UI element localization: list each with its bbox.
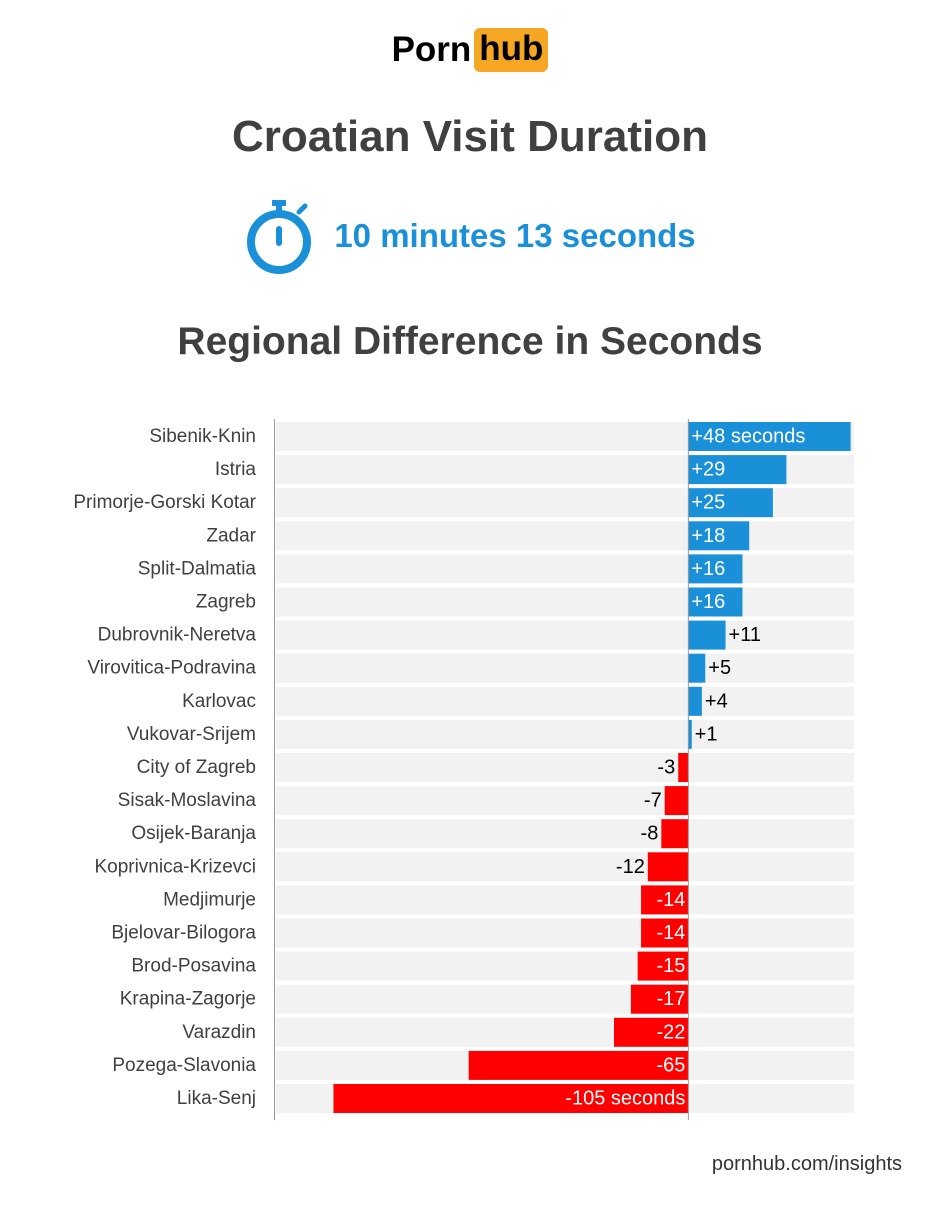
- bar: [688, 422, 851, 451]
- duration-value: 10 minutes 13 seconds: [334, 217, 696, 254]
- bar: [688, 455, 787, 485]
- category-label: Sibenik-Knin: [149, 426, 256, 447]
- row-background: [276, 653, 854, 683]
- category-label: Osijek-Baranja: [131, 823, 256, 844]
- category-label: Primorje-Gorski Kotar: [73, 492, 256, 513]
- row-background: [276, 620, 854, 650]
- data-label: -15: [656, 955, 685, 977]
- bar: [614, 1017, 689, 1047]
- bar: [688, 488, 773, 518]
- category-label: Sisak-Moslavina: [118, 790, 257, 811]
- row-background: [276, 786, 854, 816]
- data-label: +4: [705, 690, 728, 712]
- logo-text-hub: hub: [474, 28, 549, 72]
- row-background: [276, 753, 854, 782]
- bar: [678, 753, 689, 782]
- row-background: [276, 885, 854, 915]
- bar: [688, 521, 750, 551]
- data-label: +18: [691, 525, 725, 547]
- category-label: Dubrovnik-Neretva: [98, 625, 257, 646]
- bar: [688, 554, 743, 584]
- data-label: -14: [656, 889, 685, 911]
- bar: [333, 1084, 689, 1113]
- data-label: +48 seconds: [691, 426, 805, 448]
- row-background: [276, 1017, 854, 1047]
- data-label: -3: [657, 757, 675, 779]
- data-label: +29: [691, 459, 725, 481]
- bar: [688, 719, 692, 749]
- row-background: [276, 686, 854, 716]
- data-label: -17: [656, 988, 685, 1010]
- row-background: [276, 918, 854, 948]
- row-background: [276, 819, 854, 849]
- page-title: Croatian Visit Duration: [232, 112, 708, 161]
- category-label: Medjimurje: [163, 889, 256, 910]
- data-label: +16: [691, 558, 725, 580]
- data-label: -14: [656, 922, 685, 944]
- row-background: [276, 587, 854, 617]
- category-label: Brod-Posavina: [131, 956, 256, 977]
- data-label: -65: [656, 1054, 685, 1076]
- source-link[interactable]: pornhub.com/insights: [711, 1153, 902, 1175]
- category-label: Zadar: [206, 525, 256, 546]
- bar: [641, 885, 689, 915]
- bar: [647, 852, 689, 882]
- bar: [630, 984, 689, 1014]
- data-label: +25: [691, 492, 725, 514]
- category-label: Virovitica-Podravina: [87, 658, 256, 679]
- pornhub-logo: Porn hub: [0, 28, 940, 72]
- category-label: Varazdin: [182, 1022, 256, 1043]
- row-background: [276, 951, 854, 981]
- category-label: Krapina-Zagorje: [120, 989, 256, 1010]
- category-label: Lika-Senj: [177, 1088, 256, 1109]
- data-label: +11: [729, 624, 761, 646]
- data-label: +1: [695, 723, 718, 745]
- logo-text-porn: Porn: [391, 30, 472, 69]
- bar: [688, 587, 743, 617]
- chart-title: Regional Difference in Seconds: [177, 320, 763, 363]
- data-label: -12: [616, 856, 645, 878]
- bar: [641, 918, 689, 948]
- data-label: -22: [656, 1021, 685, 1043]
- category-label: Karlovac: [182, 691, 256, 712]
- bar: [468, 1050, 689, 1080]
- data-label: -8: [641, 823, 659, 845]
- data-label: -105 seconds: [565, 1088, 685, 1110]
- data-label: +16: [691, 591, 725, 613]
- category-label: Koprivnica-Krizevci: [94, 856, 256, 877]
- category-label: City of Zagreb: [137, 757, 256, 778]
- data-label: -7: [644, 790, 662, 812]
- bar: [688, 686, 702, 716]
- category-label: Vukovar-Srijem: [127, 724, 256, 745]
- category-label: Zagreb: [196, 592, 256, 613]
- row-background: [276, 521, 854, 551]
- row-background: [276, 852, 854, 882]
- category-label: Bjelovar-Bilogora: [111, 923, 256, 944]
- bar: [637, 951, 689, 981]
- bar: [661, 819, 689, 849]
- data-label: +5: [708, 657, 731, 679]
- stopwatch-icon: [247, 200, 312, 274]
- category-label: Split-Dalmatia: [138, 558, 257, 579]
- row-background: [276, 554, 854, 584]
- row-background: [276, 984, 854, 1014]
- bar: [688, 653, 706, 683]
- category-label: Pozega-Slavonia: [112, 1055, 256, 1076]
- row-background: [276, 719, 854, 749]
- average-duration: 10 minutes 13 seconds: [0, 198, 940, 274]
- bar: [664, 786, 689, 816]
- bar: [688, 620, 726, 650]
- category-label: Istria: [215, 459, 257, 480]
